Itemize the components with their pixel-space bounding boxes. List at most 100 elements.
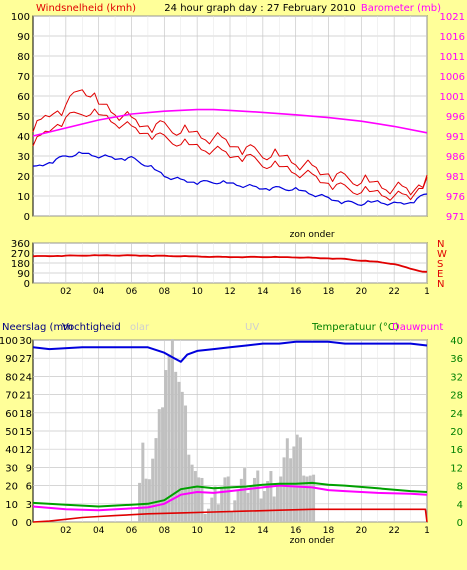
baro-y-tick-label: 1016: [440, 32, 465, 43]
solar-bar: [210, 497, 214, 522]
climate-panel-x-tick-label: 12: [224, 526, 235, 536]
solar-bar: [197, 477, 201, 522]
temperature-line: [32, 481, 428, 508]
winddir-y-tick-label: 0: [24, 279, 30, 290]
baro-y-tick-label: 1001: [440, 92, 465, 103]
baro-y-tick-label: 1006: [440, 72, 465, 83]
temperature-y-tick-label: 28: [450, 391, 463, 402]
wind-y-tick-label: 90: [17, 32, 30, 43]
wind-y-tick-label: 40: [17, 132, 30, 143]
baro-axis-title: Barometer (mb): [361, 3, 441, 14]
winddir-panel-x-tick-label: 1: [424, 287, 430, 297]
baro-y-tick-label: 991: [446, 132, 465, 143]
humidity-y-tick-label: 0: [12, 518, 18, 529]
humidity-y-tick-label: 40: [5, 445, 18, 456]
temperature-y-tick-label: 12: [450, 463, 463, 474]
solar-bar: [282, 457, 286, 522]
solar-bar: [295, 434, 299, 522]
solar-bar: [272, 496, 276, 522]
solar-bar: [141, 442, 145, 522]
humidity-y-tick-label: 90: [5, 354, 18, 365]
solar-bar: [298, 437, 302, 522]
compass-tick-label: S: [437, 259, 443, 270]
rain-line: [32, 508, 428, 523]
baro-y-tick-label: 971: [446, 212, 465, 223]
compass-tick-label: E: [437, 269, 443, 280]
solar-bar: [223, 477, 227, 522]
solar-bar: [249, 485, 253, 522]
solar-y-tick-label: 12: [19, 445, 32, 456]
humidity-y-tick-label: 70: [5, 391, 18, 402]
dewpoint-line: [32, 484, 428, 512]
winddir-panel-x-tick-label: 22: [388, 287, 399, 297]
wind-y-tick-label: 70: [17, 72, 30, 83]
solar-bar: [167, 354, 171, 522]
solar-y-tick-label: 21: [19, 391, 32, 402]
temperature-y-tick-label: 16: [450, 445, 463, 456]
climate-panel-x-tick-label: 16: [290, 526, 302, 536]
solar-y-tick-label: 3: [26, 500, 32, 511]
wind-y-tick-label: 60: [17, 92, 30, 103]
solar-bar: [246, 492, 250, 522]
solar-y-tick-label: 15: [19, 427, 32, 438]
temperature-y-tick-label: 4: [457, 500, 463, 511]
solar-bar: [285, 438, 289, 522]
rain-axis-title: Neerslag (mm: [2, 322, 73, 333]
solar-bar: [243, 468, 247, 522]
solar-bar: [302, 475, 306, 522]
baro-y-tick-label: 981: [446, 172, 465, 183]
solar-bar: [279, 476, 283, 522]
dewpoint-axis-title: Dauwpunt: [392, 322, 443, 333]
temperature-y-tick-label: 0: [457, 518, 463, 529]
solar-bar: [289, 458, 293, 522]
climate-panel-x-tick-label: 1: [424, 526, 430, 536]
solar-bar: [269, 471, 273, 522]
solar-bar: [266, 481, 270, 522]
winddir-panel-x-tick-label: 16: [290, 287, 302, 297]
solar-bar: [170, 339, 174, 522]
wind-y-tick-label: 10: [17, 192, 30, 203]
winddir-panel-x-tick-label: 12: [224, 287, 235, 297]
baro-y-tick-label: 1011: [440, 52, 465, 63]
temperature-y-tick-label: 32: [450, 372, 463, 383]
climate-panel-x-tick-label: 04: [93, 526, 105, 536]
uv-axis-title: UV: [245, 322, 259, 333]
wind-direction-line: [32, 254, 428, 273]
solar-bar: [174, 371, 178, 522]
wind-y-tick-label: 50: [17, 112, 30, 123]
temperature-y-tick-label: 40: [450, 336, 463, 347]
winddir-panel-x-tick-label: 10: [191, 287, 203, 297]
solar-bar: [193, 471, 197, 522]
climate-panel-x-tick-label: 06: [126, 526, 138, 536]
winddir-panel-x-tick-label: 04: [93, 287, 105, 297]
solar-y-tick-label: 30: [19, 336, 32, 347]
solar-bar: [184, 405, 188, 522]
baro-y-tick-label: 1021: [440, 12, 465, 23]
winddir-y-tick-label: 360: [11, 239, 30, 250]
baro-y-tick-label: 986: [446, 152, 465, 163]
winddir-y-tick-label: 270: [11, 249, 30, 260]
solar-y-tick-label: 9: [26, 463, 32, 474]
wind-y-tick-label: 20: [17, 172, 30, 183]
humidity-y-tick-label: 60: [5, 409, 18, 420]
solar-bar: [275, 486, 279, 522]
wind-axis-title: Windsnelheid (kmh): [36, 3, 136, 14]
temperature-y-tick-label: 8: [457, 482, 463, 493]
wind-gust-line: [32, 89, 428, 196]
graph-title: 24 hour graph day : 27 February 2010: [164, 3, 355, 14]
wind-speed-line: [32, 108, 428, 201]
winddir-panel-x-tick-label: 08: [159, 287, 171, 297]
wind-y-tick-label: 80: [17, 52, 30, 63]
solar-bar: [226, 476, 230, 522]
solar-bar: [154, 438, 158, 522]
barometer-line: [32, 108, 428, 137]
winddir-panel-x-tick-label: 06: [126, 287, 138, 297]
solar-bar: [144, 478, 148, 522]
humidity-axis-title: Vochtigheid: [62, 322, 121, 333]
solar-bar: [220, 486, 224, 522]
solar-bar: [305, 476, 309, 522]
solar-bar: [216, 504, 220, 522]
solar-bar: [157, 409, 161, 522]
